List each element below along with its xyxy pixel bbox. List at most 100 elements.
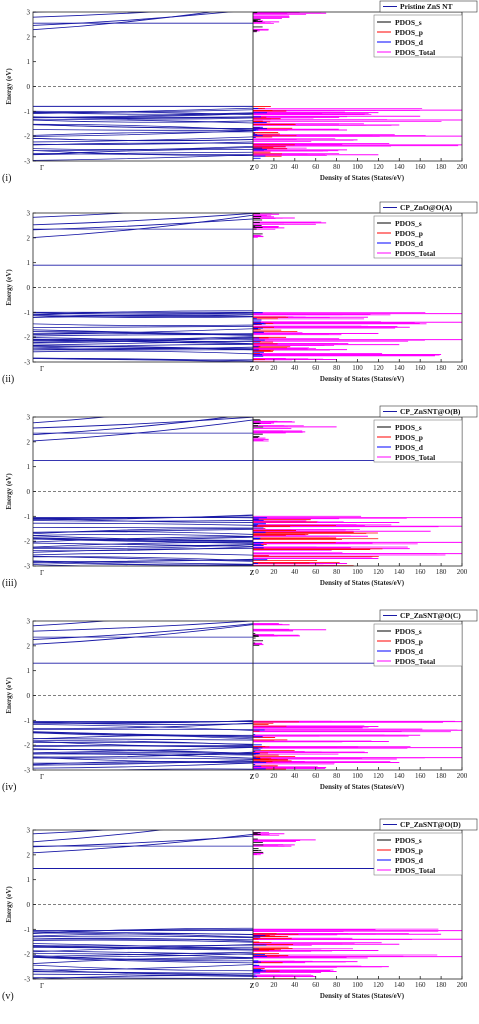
y-tick-label: 3 [27, 827, 31, 835]
panel-3: 3 2 1 0 -1 -2 -3 Energy (eV) 0 20 40 60 80 100 120 140 1… [2, 405, 478, 589]
valence-band [33, 536, 254, 540]
valence-band [33, 560, 254, 566]
valence-band [33, 555, 254, 562]
y-tick-label: 0 [27, 83, 31, 91]
x-tick-label: 100 [352, 568, 363, 576]
valence-band [33, 111, 254, 115]
pdos-s-legend-label: PDOS_s [395, 18, 422, 27]
conduction-band [33, 213, 254, 226]
conduction-band [33, 0, 253, 5]
band-legend-box [379, 818, 478, 831]
valence-band [33, 162, 253, 164]
x-tick-label: 40 [291, 981, 299, 989]
x-tick-label: 40 [291, 364, 299, 372]
conduction-band [33, 833, 254, 854]
x-tick-label: 0 [255, 364, 259, 372]
x-tick-label: 60 [312, 568, 320, 576]
pdos-total-legend-label: PDOS_Total [395, 453, 435, 462]
valence-band [33, 932, 254, 938]
band-legend: CP_ZnO@O(A) [379, 201, 478, 214]
pdos-s-legend-label: PDOS_s [395, 219, 422, 228]
kpoint-gamma-label: Γ [40, 773, 44, 781]
plot-area [33, 213, 462, 362]
conduction-band [33, 602, 253, 620]
x-tick-label: 40 [291, 772, 299, 780]
x-axis-label: Density of States (States/eV) [320, 579, 405, 587]
plot-area [33, 830, 462, 981]
kpoint-gamma-label: Γ [40, 164, 44, 172]
x-tick-label: 200 [457, 772, 468, 780]
valence-band [33, 980, 253, 981]
x-tick-label: 80 [333, 981, 341, 989]
x-tick-label: 140 [394, 772, 405, 780]
valence-band [33, 762, 254, 769]
x-tick-label: 140 [394, 163, 405, 171]
kpoint-z-label: Z [250, 164, 255, 172]
valence-band [33, 537, 254, 544]
x-tick-label: 200 [457, 568, 468, 576]
conduction-band [33, 417, 254, 429]
x-axis-label: Density of States (States/eV) [320, 174, 405, 182]
conduction-band [33, 419, 254, 442]
valence-band [33, 548, 254, 553]
pdos-plot [253, 621, 462, 770]
y-axis-label: Energy (eV) [5, 269, 13, 306]
valence-band [33, 129, 254, 131]
valence-band [33, 964, 254, 972]
valence-band [33, 347, 254, 351]
valence-band [33, 166, 253, 168]
valence-band [33, 337, 254, 344]
valence-band [33, 558, 254, 563]
x-tick-label: 180 [436, 981, 447, 989]
x-axis-label: Density of States (States/eV) [320, 783, 405, 791]
valence-band [33, 325, 254, 329]
y-tick-label: 0 [27, 692, 31, 700]
pdos-plot [253, 419, 462, 566]
valence-band [33, 119, 254, 123]
valence-band [33, 722, 254, 729]
band-legend-label: CP_ZnSNT@O(C) [400, 611, 461, 620]
x-tick-label: 140 [394, 568, 405, 576]
pdos-p-legend-label: PDOS_p [395, 637, 423, 646]
valence-band [33, 939, 254, 943]
x-tick-label: 180 [436, 163, 447, 171]
x-tick-label: 200 [457, 364, 468, 372]
x-tick-label: 200 [457, 981, 468, 989]
x-tick-label: 160 [415, 981, 426, 989]
panel-label: (iii) [2, 578, 17, 589]
valence-band [33, 562, 254, 566]
y-tick-label: -3 [24, 563, 30, 571]
band-legend-label: Pristine ZnS NT [400, 2, 453, 11]
band-structure [33, 0, 254, 168]
valence-band [33, 757, 254, 760]
valence-band [33, 565, 52, 566]
band-structure [33, 602, 254, 770]
pdos-d-legend-label: PDOS_d [395, 38, 424, 47]
band-legend-box [379, 201, 478, 214]
valence-band [33, 334, 254, 337]
valence-band [33, 522, 254, 526]
plot-area [33, 0, 462, 168]
valence-band [33, 953, 254, 958]
valence-band [33, 953, 254, 959]
conduction-band [33, 830, 112, 835]
valence-band [33, 131, 254, 136]
x-tick-label: 0 [255, 568, 259, 576]
x-tick-label: 140 [394, 364, 405, 372]
x-tick-label: 60 [312, 163, 320, 171]
panel-1: 3 2 1 0 -1 -2 -3 Energy (eV) 0 20 40 60 80 100 120 140 1… [2, 0, 478, 184]
valence-band [33, 528, 254, 533]
band-structure [33, 213, 254, 362]
band-legend: CP_ZnSNT@O(D) [379, 818, 478, 831]
y-tick-label: -2 [24, 334, 30, 342]
pdos-p-legend-label: PDOS_p [395, 28, 423, 37]
valence-band [33, 747, 254, 754]
x-tick-label: 100 [352, 364, 363, 372]
conduction-band [33, 623, 254, 640]
y-axis-label: Energy (eV) [5, 677, 13, 714]
valence-band [33, 740, 254, 747]
valence-band [33, 973, 254, 977]
panel-2: 3 2 1 0 -1 -2 -3 Energy (eV) 0 20 40 60 80 100 120 140 1… [2, 201, 478, 385]
x-tick-label: 160 [415, 364, 426, 372]
